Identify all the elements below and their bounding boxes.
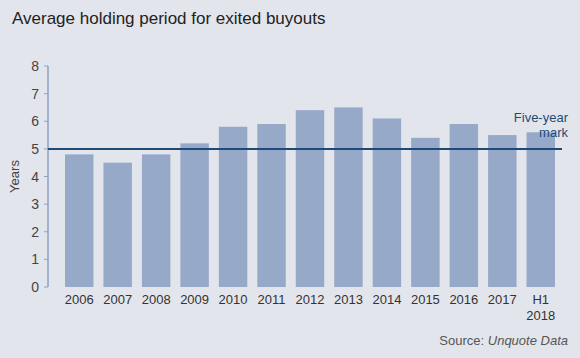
x-tick-label: H12018 xyxy=(526,292,555,323)
y-tick-label: 6 xyxy=(31,113,39,129)
y-tick xyxy=(44,287,48,288)
bar xyxy=(527,132,555,287)
y-tick-label: 3 xyxy=(31,196,39,212)
y-tick-label: 2 xyxy=(31,224,39,240)
y-tick xyxy=(44,66,48,67)
x-tick-label: 2015 xyxy=(411,292,440,307)
bar xyxy=(65,154,93,287)
reference-label: Five-yearmark xyxy=(514,110,569,140)
y-tick xyxy=(44,204,48,205)
x-tick-label: 2006 xyxy=(65,292,94,307)
bar xyxy=(373,118,401,287)
y-tick xyxy=(44,148,48,149)
y-tick-label: 5 xyxy=(31,141,39,157)
bar xyxy=(334,107,362,287)
source-name: Unquote Data xyxy=(488,333,568,348)
bar xyxy=(296,110,324,287)
x-tick-label: 2016 xyxy=(449,292,478,307)
chart: Average holding period for exited buyout… xyxy=(0,0,580,358)
y-tick-label: 0 xyxy=(31,279,39,295)
y-tick-label: 4 xyxy=(31,169,39,185)
x-tick-label: 2010 xyxy=(219,292,248,307)
x-tick-label: 2013 xyxy=(334,292,363,307)
bar xyxy=(103,163,131,287)
y-tick-label: 1 xyxy=(31,251,39,267)
y-axis-label: Years xyxy=(7,160,22,193)
x-tick-label: 2009 xyxy=(180,292,209,307)
reference-line xyxy=(48,148,562,150)
bars xyxy=(48,107,562,287)
title: Average holding period for exited buyout… xyxy=(12,9,325,28)
y-tick xyxy=(44,121,48,122)
y-tick xyxy=(44,93,48,94)
y-tick xyxy=(44,176,48,177)
source: Source: Unquote Data xyxy=(439,333,568,348)
y-tick-label: 8 xyxy=(31,58,39,74)
bar xyxy=(219,127,247,287)
y-tick xyxy=(44,231,48,232)
x-tick-label: 2012 xyxy=(296,292,325,307)
bar xyxy=(411,138,439,287)
x-tick-label: 2014 xyxy=(372,292,401,307)
background xyxy=(0,0,580,358)
x-tick-label: 2007 xyxy=(103,292,132,307)
bar xyxy=(142,154,170,287)
x-tick-label: 2017 xyxy=(488,292,517,307)
y-tick-label: 7 xyxy=(31,86,39,102)
x-tick-label: 2008 xyxy=(142,292,171,307)
x-tick-label: 2011 xyxy=(258,292,286,307)
bar xyxy=(488,135,516,287)
y-tick xyxy=(44,259,48,260)
bar xyxy=(180,143,208,287)
